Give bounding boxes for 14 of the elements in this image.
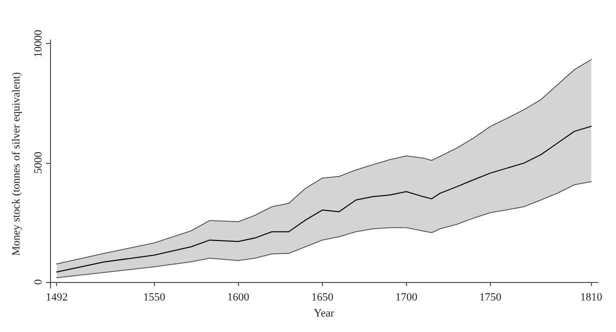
- x-tick-label: 1492: [46, 292, 68, 304]
- x-tick-label: 1810: [580, 292, 603, 304]
- x-tick-label: 1700: [395, 292, 418, 304]
- x-tick-label: 1750: [479, 292, 502, 304]
- x-tick-label: 1650: [311, 292, 334, 304]
- x-axis-title: Year: [314, 307, 334, 320]
- line-series: [56, 181, 592, 278]
- y-axis-title: Money stock (tonnes of silver equivalent): [10, 72, 22, 256]
- y-tick-label: 0: [32, 278, 44, 285]
- y-tick-label: 10000: [32, 29, 44, 58]
- x-tick-label: 1550: [143, 292, 166, 304]
- line-series: [56, 126, 592, 273]
- y-tick-label: 5000: [32, 151, 44, 174]
- x-tick-label: 1600: [227, 292, 250, 304]
